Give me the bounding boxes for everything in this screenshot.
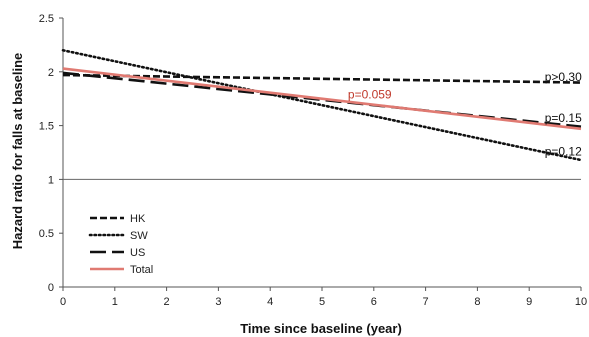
legend-label-total: Total — [130, 264, 153, 276]
series-layer — [61, 48, 583, 162]
legend: HK SW US Total — [88, 213, 153, 276]
p-value-annotation: p=0.059 — [348, 87, 392, 101]
legend-label-hk: HK — [130, 213, 146, 225]
p-value-annotation: p>0.30 — [545, 70, 582, 84]
x-tick-label: 0 — [60, 296, 66, 308]
x-tick-label: 9 — [526, 296, 532, 308]
x-tick-label: 2 — [164, 296, 170, 308]
legend-label-sw: SW — [130, 230, 148, 242]
y-tick-label: 1.5 — [39, 121, 54, 133]
x-tick-label: 7 — [423, 296, 429, 308]
y-tick-label: 0 — [48, 282, 54, 294]
x-tick-label: 5 — [319, 296, 325, 308]
x-tick-label: 1 — [112, 296, 118, 308]
y-axis-title: Hazard ratio for falls at baseline — [10, 53, 25, 250]
y-tick-label: 2 — [48, 67, 54, 79]
plot-area: 0 0.5 1 1.5 2 2.5 0 1 2 3 4 5 6 7 8 9 10 — [39, 13, 587, 308]
legend-label-us: US — [130, 247, 145, 259]
series-line-sw — [61, 48, 583, 162]
p-value-annotation: p=0.12 — [545, 144, 582, 158]
x-tick-label: 6 — [371, 296, 377, 308]
x-tick-label: 3 — [215, 296, 221, 308]
y-tick-label: 2.5 — [39, 13, 54, 25]
x-tick-label: 8 — [474, 296, 480, 308]
y-tick-label: 0.5 — [39, 228, 54, 240]
p-value-annotation: p=0.15 — [545, 111, 582, 125]
y-tick-label: 1 — [48, 174, 54, 186]
series-line-hk — [62, 73, 582, 84]
series-line-total — [62, 67, 582, 131]
x-tick-label: 10 — [575, 296, 587, 308]
x-tick-label: 4 — [267, 296, 273, 308]
annotations-layer: p>0.30 p=0.15 p=0.12 p=0.059 — [348, 70, 582, 158]
x-axis-title: Time since baseline (year) — [240, 321, 402, 336]
